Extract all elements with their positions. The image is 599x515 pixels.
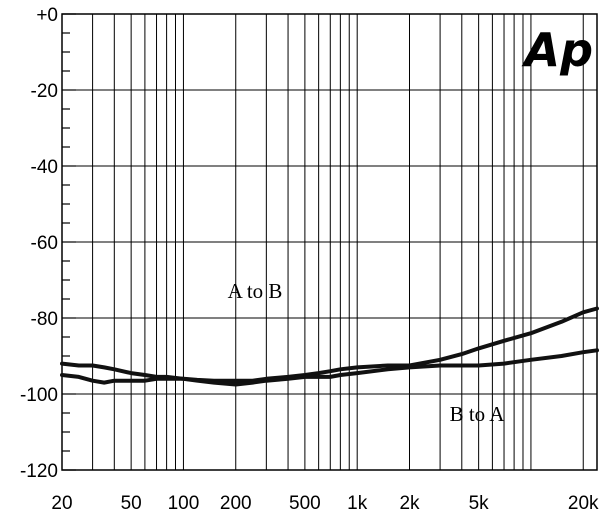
tick-marks (62, 13, 76, 471)
series-line-0 (60, 306, 599, 383)
series-label: A to B (228, 279, 283, 303)
series-line-1 (60, 348, 599, 387)
x-tick-label: 100 (168, 493, 200, 514)
tick-labels: +0 -20 -40 -60 -80 -100 -120 20 50 100 200 500 1k 2k 5… (20, 5, 599, 514)
x-tick-label: 20 (51, 493, 72, 514)
x-tick-label: 500 (289, 493, 321, 514)
x-tick-label: 20k (568, 493, 599, 514)
y-tick-label: -120 (20, 461, 58, 482)
y-tick-label: -20 (31, 81, 58, 102)
annotations: A to B B to A (228, 279, 506, 426)
y-tick-label: -60 (31, 233, 58, 254)
x-tick-label: 1k (347, 493, 368, 514)
series-label: B to A (450, 402, 506, 426)
y-tick-label: -40 (31, 157, 58, 178)
y-tick-label: -100 (20, 385, 58, 406)
ap-logo: Ap (521, 23, 593, 77)
x-tick-label: 5k (469, 493, 490, 514)
x-tick-label: 2k (399, 493, 420, 514)
y-tick-label: +0 (36, 5, 58, 26)
series-group (60, 306, 599, 387)
grid (61, 13, 598, 471)
x-tick-label: 50 (121, 493, 142, 514)
x-tick-label: 200 (220, 493, 252, 514)
y-tick-label: -80 (31, 309, 58, 330)
